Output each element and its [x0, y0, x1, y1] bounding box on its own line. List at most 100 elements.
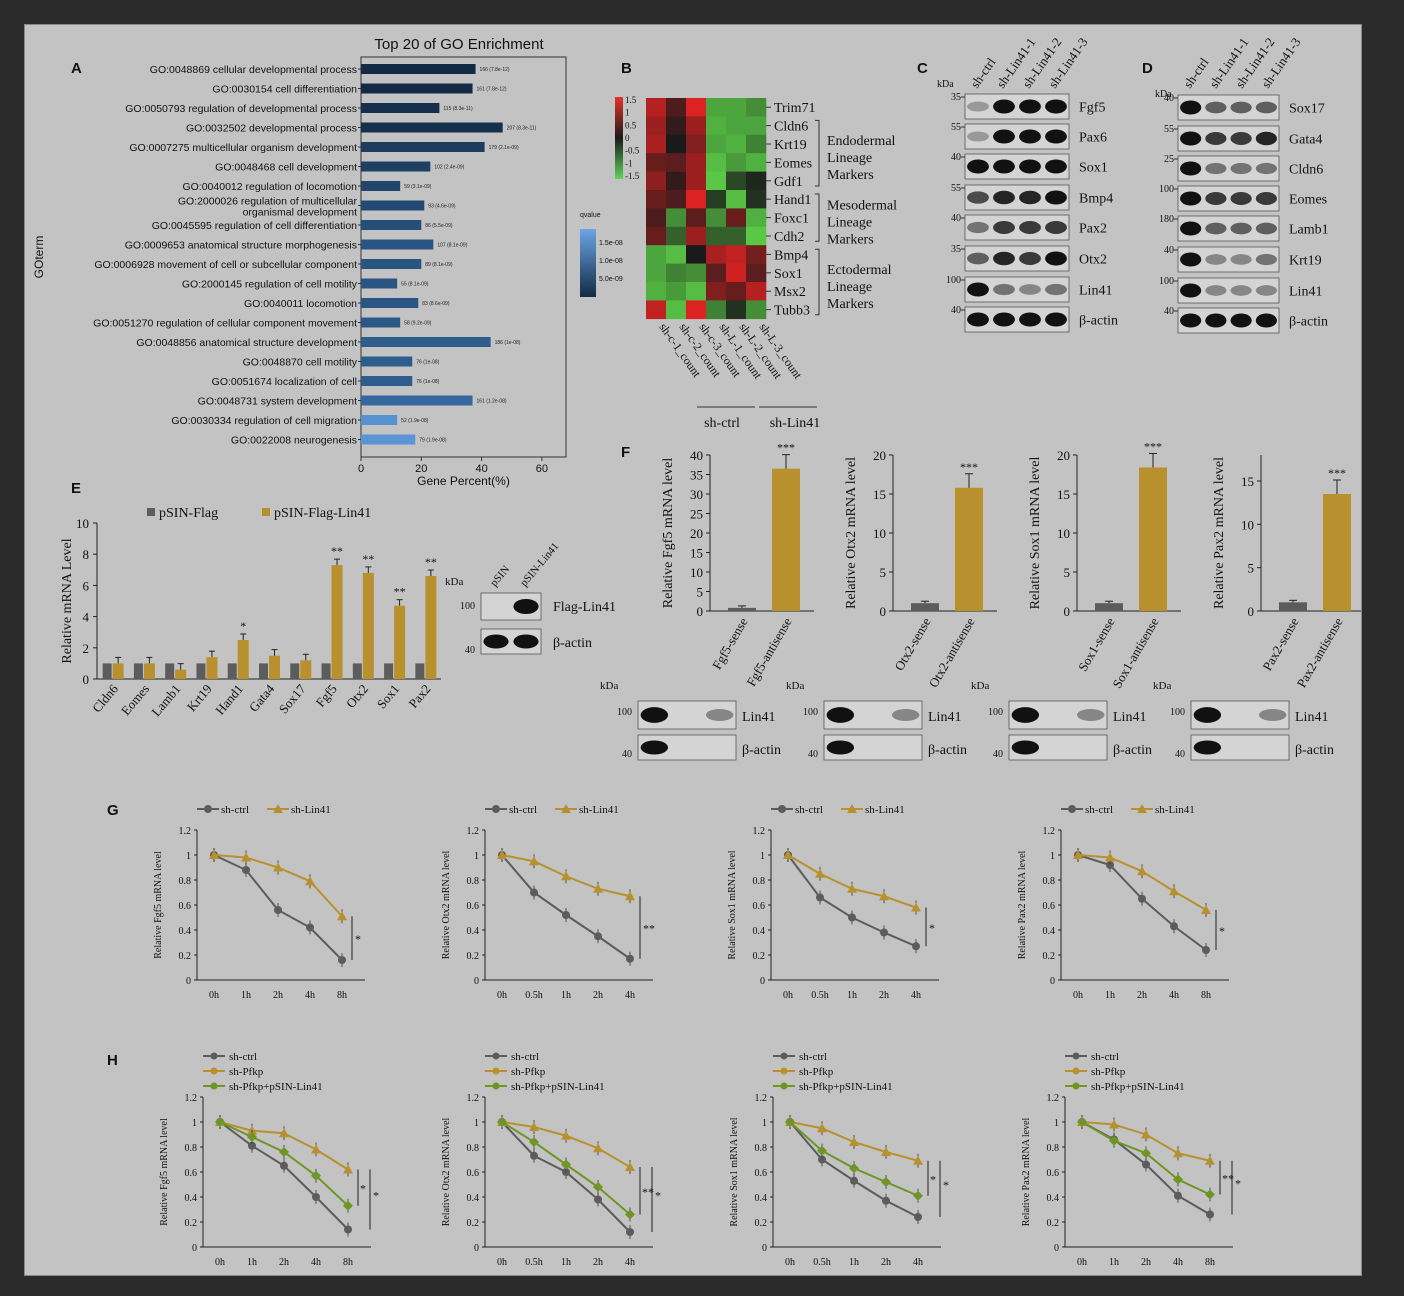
blot-band: [1230, 222, 1252, 235]
protein-label: β-actin: [1113, 743, 1152, 758]
bar-annotation: 79 (1.9e-08): [419, 438, 447, 444]
y-tick-label: 5: [697, 585, 704, 600]
blot-band: [1019, 312, 1041, 327]
blot-band: [1180, 313, 1202, 328]
legend-marker: [1137, 804, 1147, 813]
y-tick-label: 1.2: [1043, 826, 1056, 837]
legend-label: sh-Lin41: [865, 804, 905, 816]
y-tick-label: 0.6: [467, 901, 480, 912]
data-point: [881, 1177, 891, 1187]
data-point: [1109, 1135, 1119, 1146]
blot-band: [1255, 253, 1277, 266]
x-tick-label: 4h: [311, 1257, 321, 1268]
bar-pSIN-Flag: [352, 663, 362, 679]
significance: *: [930, 1172, 936, 1186]
legend-label: sh-Pfkp: [511, 1066, 546, 1078]
heatmap-cell: [746, 98, 767, 117]
heatmap-cell: [666, 171, 687, 191]
y-axis-label: Relative mRNA Level: [60, 538, 75, 663]
legend-marker: [780, 1082, 788, 1090]
protein-label: β-actin: [928, 743, 967, 758]
data-point: [783, 850, 793, 859]
bar-annotation: 115 (8.3e-11): [443, 106, 473, 112]
y-tick-label: 1: [474, 851, 479, 862]
protein-label: Lin41: [1113, 710, 1146, 725]
data-point: [911, 902, 921, 912]
scale-tick: 1.5: [625, 95, 637, 105]
blot-band: [513, 598, 539, 615]
category-label: Pax2-antisense: [1294, 615, 1346, 690]
data-point: [593, 1182, 603, 1192]
data-point: [562, 1168, 570, 1176]
heatmap-cell: [746, 226, 767, 246]
bar-annotation: 59 (3.1e-09): [404, 184, 432, 190]
kda-marker: 100: [1159, 184, 1174, 195]
legend-label: sh-Pfkp: [1091, 1066, 1126, 1078]
heatmap-cell: [666, 245, 687, 264]
blot-band: [993, 283, 1015, 296]
scale-tick: 1: [625, 108, 630, 118]
go-term-label: GO:0051270 regulation of cellular compon…: [93, 318, 357, 330]
y-tick-label: 1: [192, 1118, 197, 1129]
kda-marker: 40: [1175, 749, 1185, 760]
kda-marker: 100: [617, 707, 632, 718]
kda-marker: 100: [1159, 276, 1174, 287]
x-axis-label: Gene Percent(%): [417, 474, 510, 488]
category-label: Sox1-sense: [1075, 615, 1118, 674]
y-tick-label: 0: [186, 976, 191, 987]
x-tick-label: 0h: [1073, 990, 1083, 1001]
bar-pSIN-Flag-Lin41: [269, 655, 280, 679]
kda-label: kDa: [786, 680, 804, 692]
bar-annotation: 52 (1.9e-08): [401, 418, 429, 424]
x-tick-label: 0.5h: [811, 990, 829, 1001]
lane-label: pSIN-Lin41: [518, 540, 561, 588]
data-point: [497, 850, 507, 859]
y-tick-label: 8: [83, 547, 90, 562]
protein-label: Flag-Lin41: [553, 600, 616, 615]
category-label: Eomes: [118, 681, 152, 718]
y-tick-label: 0: [192, 1243, 197, 1254]
heatmap-cell: [666, 208, 687, 228]
y-axis-label: Relative Sox1 mRNA level: [1028, 456, 1043, 609]
bar-pSIN-Flag: [415, 663, 425, 679]
blot-band: [1258, 709, 1287, 721]
data-point: [1173, 1174, 1183, 1185]
panel-d: DkDash-ctrlsh-Lin41-1sh-Lin41-2sh-Lin41-…: [1142, 35, 1329, 334]
x-tick-label: 4h: [305, 990, 315, 1001]
blot-band: [1230, 162, 1252, 175]
data-point: [1109, 1119, 1119, 1129]
heatmap-cell: [686, 208, 707, 228]
data-point: [215, 1117, 225, 1127]
x-tick-label: 0.5h: [525, 990, 543, 1001]
heatmap-cell: [686, 300, 707, 320]
bar-pSIN-Flag-Lin41: [362, 572, 374, 679]
panel-f: F Relative Fgf5 mRNA level 0 5 10 15 20 25 30 35 4…: [600, 439, 1365, 761]
bar: [1095, 603, 1123, 611]
y-tick-label: 0.8: [185, 1143, 198, 1154]
kda-marker: 40: [993, 749, 1003, 760]
y-tick-label: 0: [83, 672, 90, 687]
y-tick-label: 0.6: [1043, 901, 1056, 912]
kda-label: kDa: [1153, 680, 1171, 692]
y-axis-label: Relative Otx2 mRNA level: [844, 457, 859, 609]
blot-band: [1193, 707, 1222, 723]
protein-label: β-actin: [742, 743, 781, 758]
blot-band: [1011, 740, 1040, 755]
bar: [772, 468, 800, 611]
data-point: [594, 932, 602, 941]
gene-label: Msx2: [774, 285, 806, 300]
significance: *: [943, 1178, 949, 1192]
go-bar: [361, 220, 422, 230]
y-axis-label: Relative Pax2 mRNA level: [1212, 457, 1227, 609]
y-tick-label: 20: [873, 448, 886, 463]
sample-group-label: sh-Lin41: [770, 416, 821, 431]
kda-marker: 35: [951, 92, 961, 103]
heatmap-cell: [706, 98, 727, 117]
x-tick-label: 4h: [913, 1257, 923, 1268]
heatmap-cell: [666, 226, 687, 246]
go-bar: [361, 434, 416, 445]
category-label: Pax2: [405, 681, 433, 711]
panel-letter: A: [71, 60, 82, 77]
